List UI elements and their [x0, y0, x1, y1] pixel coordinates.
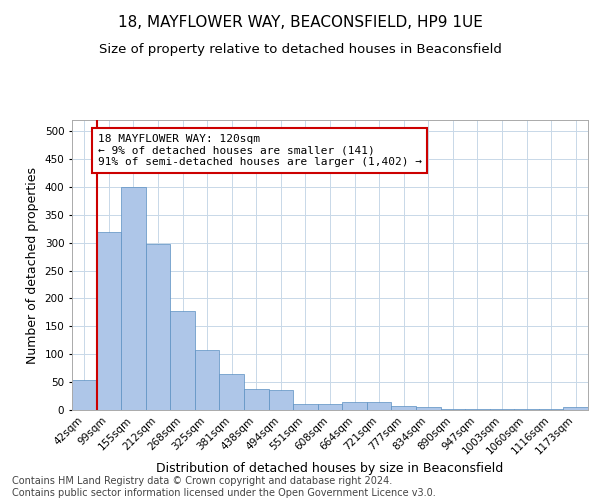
Bar [490, 409, 514, 410]
Bar [563, 406, 588, 410]
Bar [293, 404, 318, 410]
X-axis label: Distribution of detached houses by size in Beaconsfield: Distribution of detached houses by size … [157, 462, 503, 475]
Bar [367, 402, 391, 410]
Bar [342, 402, 367, 410]
Y-axis label: Number of detached properties: Number of detached properties [26, 166, 39, 364]
Text: Size of property relative to detached houses in Beaconsfield: Size of property relative to detached ho… [98, 42, 502, 56]
Bar [416, 407, 440, 410]
Bar [97, 232, 121, 410]
Text: 18 MAYFLOWER WAY: 120sqm
← 9% of detached houses are smaller (141)
91% of semi-d: 18 MAYFLOWER WAY: 120sqm ← 9% of detache… [98, 134, 422, 167]
Bar [121, 187, 146, 410]
Bar [440, 409, 465, 410]
Bar [391, 406, 416, 410]
Bar [72, 380, 97, 410]
Bar [220, 374, 244, 410]
Bar [318, 404, 342, 410]
Bar [146, 244, 170, 410]
Bar [465, 409, 490, 410]
Bar [244, 389, 269, 410]
Text: Contains HM Land Registry data © Crown copyright and database right 2024.
Contai: Contains HM Land Registry data © Crown c… [12, 476, 436, 498]
Bar [170, 310, 195, 410]
Text: 18, MAYFLOWER WAY, BEACONSFIELD, HP9 1UE: 18, MAYFLOWER WAY, BEACONSFIELD, HP9 1UE [118, 15, 482, 30]
Bar [269, 390, 293, 410]
Bar [195, 350, 220, 410]
